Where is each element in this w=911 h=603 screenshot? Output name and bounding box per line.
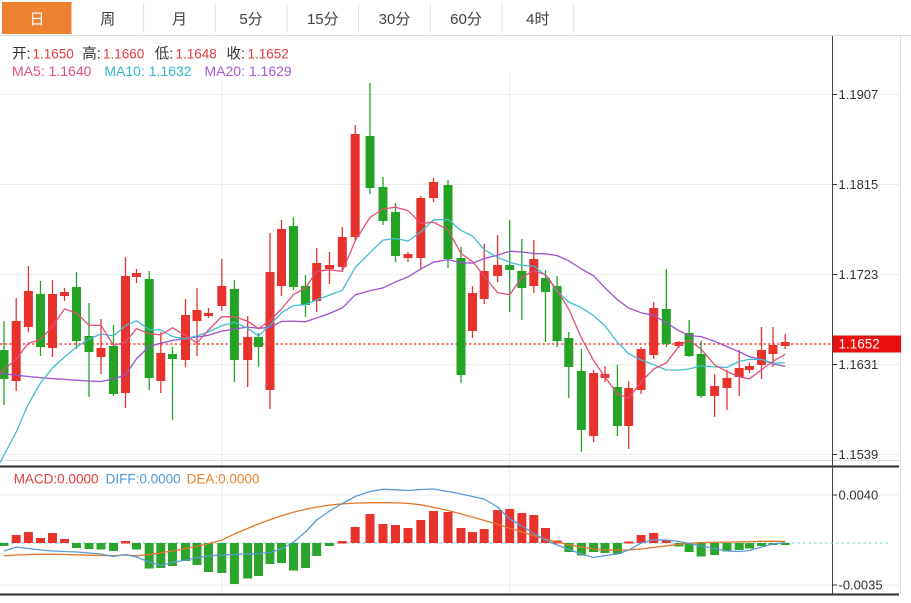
svg-text:1.1631: 1.1631 [839,357,879,372]
svg-text:0.0040: 0.0040 [839,488,879,503]
svg-text:周: 周 [100,11,115,28]
svg-text:MACD:0.0000: MACD:0.0000 [14,472,99,487]
svg-text:1.1539: 1.1539 [839,447,879,462]
svg-text:1.1723: 1.1723 [839,267,879,282]
svg-text:1.1660: 1.1660 [103,47,144,62]
svg-text:1.1650: 1.1650 [33,47,74,62]
svg-text:1.1652: 1.1652 [839,337,880,352]
svg-text:4时: 4时 [526,11,549,28]
svg-text:1.1907: 1.1907 [839,87,879,102]
svg-text:DIFF:0.0000: DIFF:0.0000 [106,472,181,487]
svg-text:5分: 5分 [239,11,262,28]
svg-text:收:: 收: [227,46,246,63]
svg-text:日: 日 [29,11,44,28]
svg-text:MA20: 1.1629: MA20: 1.1629 [205,63,292,79]
svg-text:-0.0035: -0.0035 [839,578,883,593]
svg-text:DEA:0.0000: DEA:0.0000 [187,472,260,487]
svg-text:开:: 开: [12,47,31,63]
svg-text:15分: 15分 [307,11,339,28]
svg-text:1.1815: 1.1815 [839,177,879,192]
svg-text:高:: 高: [82,46,101,63]
svg-text:MA5: 1.1640: MA5: 1.1640 [12,63,92,79]
svg-text:月: 月 [172,11,187,28]
svg-text:30分: 30分 [379,11,411,28]
svg-text:60分: 60分 [450,11,482,28]
svg-text:MA10: 1.1632: MA10: 1.1632 [104,63,191,79]
svg-text:低:: 低: [155,46,174,63]
svg-text:1.1648: 1.1648 [176,47,217,62]
svg-text:1.1652: 1.1652 [248,47,289,62]
